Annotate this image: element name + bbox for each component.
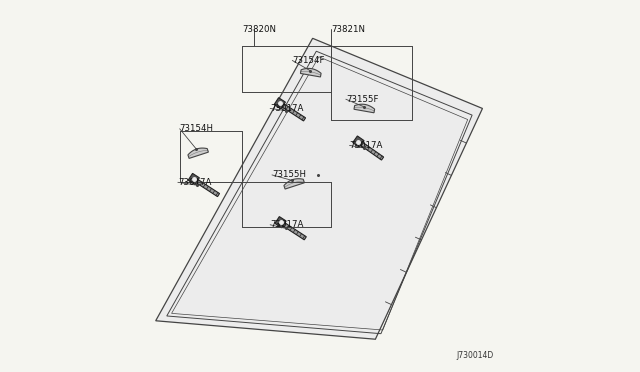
Polygon shape	[354, 104, 374, 113]
Text: 73017A: 73017A	[270, 220, 303, 229]
Polygon shape	[353, 136, 364, 147]
Polygon shape	[274, 98, 285, 109]
Polygon shape	[360, 142, 383, 160]
Polygon shape	[156, 38, 483, 339]
Polygon shape	[300, 68, 321, 77]
Polygon shape	[281, 103, 305, 121]
Text: 73154F: 73154F	[292, 56, 325, 65]
Polygon shape	[195, 179, 220, 197]
Text: 73017A: 73017A	[178, 178, 211, 187]
Polygon shape	[275, 217, 286, 228]
Text: 73017A: 73017A	[270, 104, 303, 113]
Text: 73155H: 73155H	[272, 170, 306, 179]
Text: J730014D: J730014D	[456, 350, 493, 359]
Text: 73821N: 73821N	[331, 25, 365, 33]
Polygon shape	[188, 148, 209, 158]
Polygon shape	[188, 173, 200, 185]
Text: 73154H: 73154H	[180, 124, 214, 133]
Polygon shape	[284, 179, 305, 189]
Text: 73820N: 73820N	[243, 25, 276, 33]
Polygon shape	[282, 222, 307, 240]
Text: 73155F: 73155F	[346, 95, 378, 104]
Text: 73017A: 73017A	[349, 141, 383, 150]
